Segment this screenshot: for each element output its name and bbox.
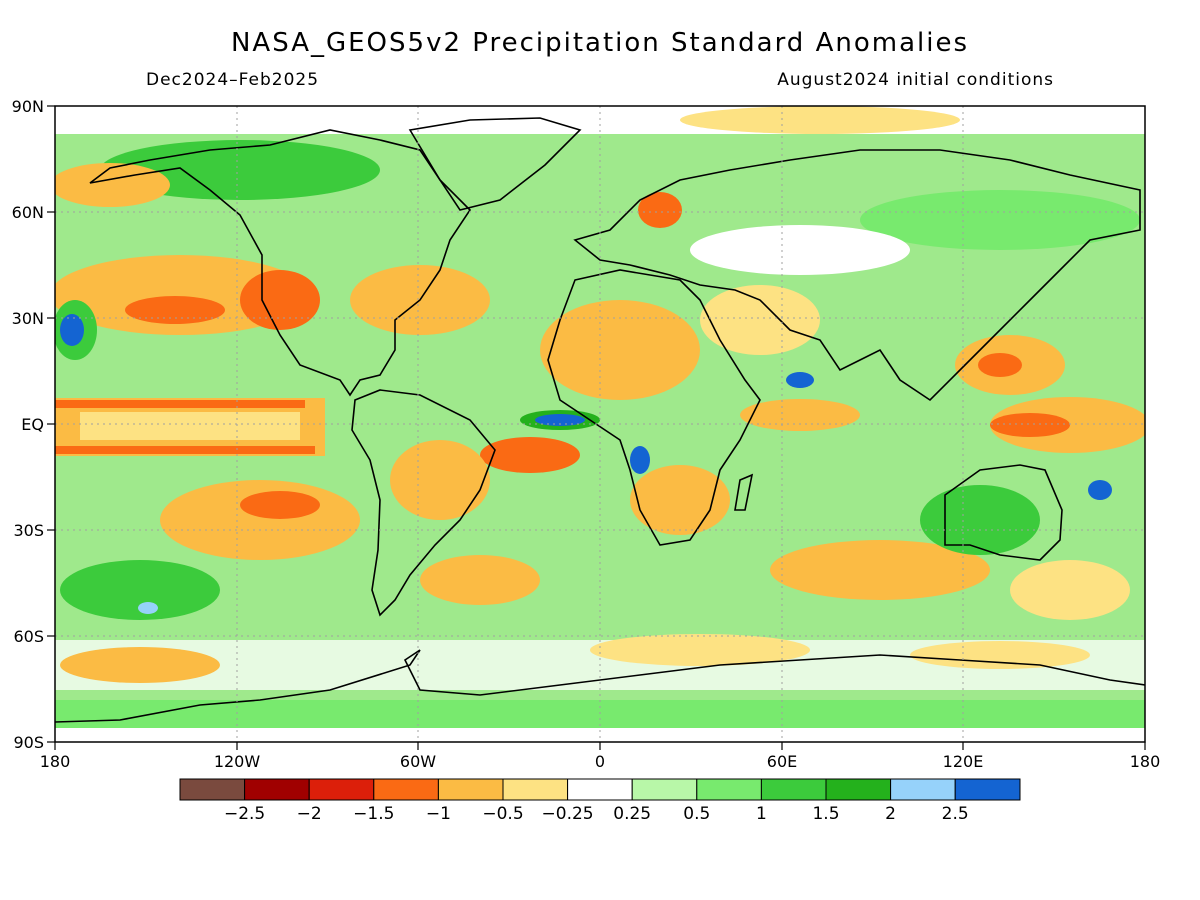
field-blob <box>910 641 1090 669</box>
field-blob <box>540 300 700 400</box>
field-blob <box>630 446 650 474</box>
field-blob <box>138 602 158 614</box>
colorbar-swatch-12 <box>954 778 1021 801</box>
field-blob <box>160 480 360 560</box>
lat-label-30s: 30S <box>13 521 44 540</box>
colorbar-swatch-11 <box>890 778 956 801</box>
coast-south-america <box>351 389 496 617</box>
field-blob <box>1088 480 1112 500</box>
colorbar-label-10: 2 <box>885 804 896 824</box>
field-blob <box>786 372 814 388</box>
colorbar-label-1: −2 <box>297 804 322 824</box>
colorbar-swatch-1 <box>244 778 310 801</box>
initial-conditions: August2024 initial conditions <box>777 70 1054 90</box>
lat-label-90n: 90N <box>12 97 44 116</box>
field-blob <box>60 314 84 346</box>
coast-greenland <box>408 117 582 211</box>
field-polar-south-white <box>55 728 1145 742</box>
field-blob <box>630 465 730 535</box>
colorbar-swatch-2 <box>308 778 375 801</box>
lon-label-0: 0 <box>595 752 605 771</box>
field-blob <box>680 106 960 134</box>
lat-label-eq: EQ <box>21 415 44 434</box>
colorbar-label-6: 0.25 <box>613 804 651 824</box>
colorbar-label-5: −0.25 <box>542 804 594 824</box>
coast-africa <box>547 269 761 546</box>
colorbar-label-8: 1 <box>756 804 767 824</box>
map-title: NASA_GEOS5v2 Precipitation Standard Anom… <box>230 28 970 58</box>
coast-australia <box>944 464 1063 561</box>
colorbar-swatch-10 <box>825 778 892 801</box>
colorbar-swatch-9 <box>760 778 827 801</box>
field-blob <box>590 634 810 666</box>
field-blob <box>240 270 320 330</box>
colorbar-label-3: −1 <box>426 804 451 824</box>
coast-eurasia <box>573 149 1141 402</box>
colorbar-label-4: −0.5 <box>482 804 523 824</box>
lat-label-90s: 90S <box>13 733 44 752</box>
colorbar: −2.5 −2 −1.5 −1 −0.5 −0.25 0.25 0.5 1 1.… <box>179 778 1021 824</box>
field-blob <box>55 163 170 207</box>
colorbar-label-11: 2.5 <box>942 804 969 824</box>
colorbar-label-0: −2.5 <box>224 804 265 824</box>
coastlines <box>55 117 1145 723</box>
lon-label-180w: 180 <box>40 752 71 771</box>
colorbar-label-2: −1.5 <box>353 804 394 824</box>
lat-label-30n: 30N <box>12 309 44 328</box>
colorbar-swatch-8 <box>696 778 762 801</box>
field-blob <box>420 555 540 605</box>
field-blob <box>638 192 682 228</box>
field-blob <box>240 491 320 519</box>
field-blob <box>770 540 990 600</box>
colorbar-label-9: 1.5 <box>812 804 839 824</box>
field-blob <box>978 353 1022 377</box>
lon-label-180e: 180 <box>1130 752 1161 771</box>
field-eq-pacific-core <box>55 400 305 408</box>
lon-label-60e: 60E <box>767 752 797 771</box>
field-eq-pacific-core <box>55 446 315 454</box>
colorbar-swatch-3 <box>373 778 439 801</box>
lon-label-60w: 60W <box>400 752 436 771</box>
field-blob <box>690 225 910 275</box>
field-eq-pacific-light <box>80 412 300 440</box>
lat-label-60n: 60N <box>12 203 44 222</box>
field-blob <box>920 485 1040 555</box>
lon-label-120w: 120W <box>214 752 261 771</box>
lon-label-120e: 120E <box>943 752 984 771</box>
coast-north-america <box>89 129 472 397</box>
field-blob <box>480 437 580 473</box>
tick-marks <box>47 105 1146 750</box>
field-blob <box>535 414 585 426</box>
field-blob <box>860 190 1140 250</box>
coast-madagascar <box>734 473 754 511</box>
field-blob <box>1010 560 1130 620</box>
field-blob <box>740 399 860 431</box>
colorbar-swatch-4 <box>437 778 504 801</box>
field-blob <box>700 285 820 355</box>
colorbar-swatch-0 <box>179 778 246 801</box>
field-blob <box>60 647 220 683</box>
gridlines <box>55 106 1145 742</box>
colorbar-label-7: 0.5 <box>683 804 710 824</box>
colorbar-swatch-5 <box>502 778 569 801</box>
field-blob <box>60 560 220 620</box>
field-blob <box>990 413 1070 437</box>
field-blob <box>390 440 490 520</box>
colorbar-swatch-6 <box>567 778 633 801</box>
lat-label-60s: 60S <box>13 627 44 646</box>
forecast-period: Dec2024–Feb2025 <box>146 70 320 90</box>
field-blob <box>125 296 225 324</box>
colorbar-swatch-7 <box>631 778 698 801</box>
coast-antarctica <box>55 649 1145 723</box>
